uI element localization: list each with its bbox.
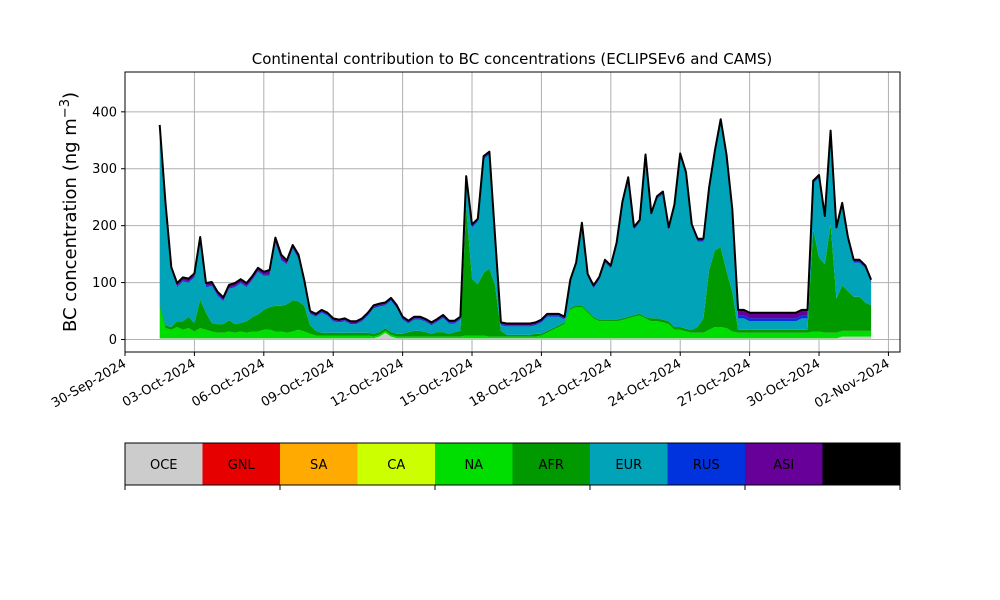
y-tick-label: 0 bbox=[109, 333, 117, 348]
legend-label-gnl: GNL bbox=[228, 458, 256, 473]
legend-label-ca: CA bbox=[387, 458, 405, 473]
x-tick-label: 27-Oct-2024 bbox=[675, 356, 753, 410]
stacked-areas bbox=[158, 118, 873, 340]
legend-label-asi: ASI bbox=[773, 458, 794, 473]
legend-label-eur: EUR bbox=[615, 458, 642, 473]
legend-swatch-asi bbox=[745, 443, 823, 485]
x-tick-label: 15-Oct-2024 bbox=[398, 356, 476, 410]
y-tick-label: 300 bbox=[92, 162, 117, 177]
legend-swatch-rus bbox=[667, 443, 745, 485]
legend-label-na: NA bbox=[464, 458, 483, 473]
area-afr bbox=[159, 207, 872, 337]
area-eur bbox=[159, 122, 872, 335]
total-line bbox=[158, 118, 873, 325]
x-tick-label: 18-Oct-2024 bbox=[467, 356, 545, 410]
legend-frame bbox=[124, 442, 901, 486]
y-tick-label: 400 bbox=[92, 105, 117, 120]
x-tick-label: 21-Oct-2024 bbox=[536, 356, 614, 410]
legend-swatch-ca bbox=[357, 443, 435, 485]
x-tick-label: 12-Oct-2024 bbox=[328, 356, 406, 410]
legend-swatch-sa bbox=[280, 443, 358, 485]
y-tick-label: 100 bbox=[92, 276, 117, 291]
legend-label-afr: AFR bbox=[539, 458, 564, 473]
legend-label-aus: AUS bbox=[848, 458, 875, 473]
legend-swatch-na bbox=[435, 443, 513, 485]
legend-label-sa: SA bbox=[310, 458, 327, 473]
legend-swatch-eur bbox=[590, 443, 668, 485]
area-na bbox=[159, 307, 872, 339]
y-tick-label: 200 bbox=[92, 219, 117, 234]
legend-swatch-oce bbox=[125, 443, 203, 485]
x-axis: 30-Sep-202403-Oct-202406-Oct-202409-Oct-… bbox=[49, 352, 892, 411]
x-tick-label: 03-Oct-2024 bbox=[120, 356, 198, 410]
legend-swatch-gnl bbox=[202, 443, 280, 485]
plot-frame bbox=[124, 71, 901, 353]
legend-label-oce: OCE bbox=[150, 458, 178, 473]
area-oce bbox=[159, 332, 872, 340]
legend-swatch-afr bbox=[512, 443, 590, 485]
x-tick-label: 24-Oct-2024 bbox=[606, 356, 684, 410]
x-tick-label: 30-Oct-2024 bbox=[745, 356, 823, 410]
x-tick-label: 06-Oct-2024 bbox=[189, 356, 267, 410]
chart-title: Continental contribution to BC concentra… bbox=[252, 50, 773, 68]
y-axis: 0 100 200 300 400 bbox=[92, 105, 125, 348]
x-tick-label: 30-Sep-2024 bbox=[49, 356, 129, 411]
y-axis-label: BC concentration (ng m−3) bbox=[58, 92, 81, 332]
legend-label-rus: RUS bbox=[693, 458, 720, 473]
x-tick-label: 02-Nov-2024 bbox=[812, 356, 892, 411]
legend-swatch-aus bbox=[822, 443, 900, 485]
x-tick-label: 09-Oct-2024 bbox=[259, 356, 337, 410]
